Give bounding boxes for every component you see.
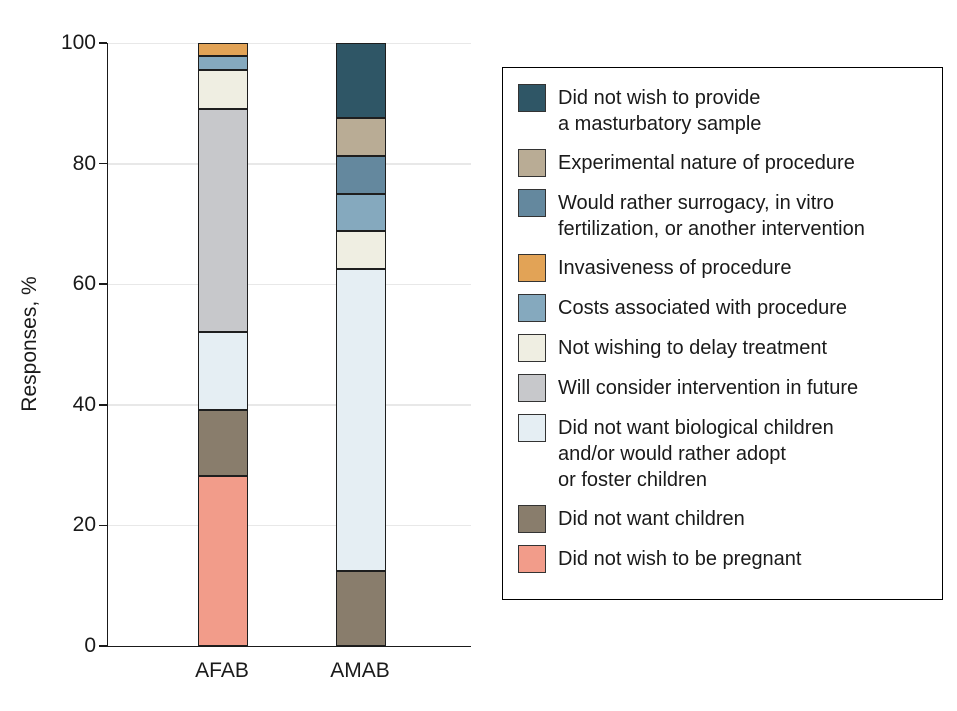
plot-area <box>107 42 471 647</box>
bar-segment <box>336 570 386 646</box>
bar-segment <box>198 56 248 70</box>
legend-swatch <box>518 505 546 533</box>
legend-item: Invasiveness of procedure <box>518 254 940 282</box>
legend-item: Did not wish to be pregnant <box>518 545 940 573</box>
legend-label: Invasiveness of procedure <box>558 257 792 279</box>
x-axis-category-label: AFAB <box>195 659 249 682</box>
legend-item: Experimental nature of procedure <box>518 149 940 177</box>
bar-segment <box>336 231 386 270</box>
bar-segment <box>198 108 248 332</box>
y-axis-tick <box>99 283 107 285</box>
y-axis-tick <box>99 404 107 406</box>
legend-swatch <box>518 84 546 112</box>
bar-segment <box>336 193 386 232</box>
legend-swatch <box>518 545 546 573</box>
legend-swatch <box>518 294 546 322</box>
legend-item: Would rather surrogacy, in vitro fertili… <box>518 189 940 242</box>
bar-segment <box>198 43 248 57</box>
x-axis-category-label: AMAB <box>330 659 390 682</box>
y-axis-tick-label: 60 <box>72 272 96 296</box>
legend-item: Did not want children <box>518 505 940 533</box>
legend-label: Costs associated with procedure <box>558 297 848 319</box>
bar-segment <box>198 69 248 109</box>
legend: Did not wish to provide a masturbatory s… <box>502 67 943 600</box>
legend-swatch <box>518 334 546 362</box>
gridline <box>108 404 471 406</box>
legend-swatch <box>518 189 546 217</box>
legend-swatch <box>518 374 546 402</box>
legend-label: Did not wish to be pregnant <box>558 548 802 570</box>
legend-label: Experimental nature of procedure <box>558 152 855 174</box>
legend-label: Did not want biological children and/or … <box>558 417 834 491</box>
gridline <box>108 283 471 286</box>
legend-item: Not wishing to delay treatment <box>518 334 940 362</box>
legend-swatch <box>518 414 546 442</box>
bar-segment <box>198 475 248 646</box>
legend-label: Did not want children <box>558 508 745 530</box>
y-axis-tick-label: 20 <box>72 513 96 537</box>
bar-segment <box>336 43 386 119</box>
gridline <box>108 524 471 527</box>
legend-item: Will consider intervention in future <box>518 374 940 402</box>
legend-swatch <box>518 149 546 177</box>
bar-segment <box>336 156 386 194</box>
y-axis-tick <box>99 42 107 44</box>
bar-segment <box>336 118 386 157</box>
gridline <box>108 163 471 165</box>
bar-segment <box>198 409 248 476</box>
legend-item: Did not wish to provide a masturbatory s… <box>518 84 940 137</box>
gridline <box>108 42 471 44</box>
legend-item: Costs associated with procedure <box>518 294 940 322</box>
legend-swatch <box>518 254 546 282</box>
y-axis-tick-label: 0 <box>84 634 96 657</box>
legend-label: Will consider intervention in future <box>558 377 859 399</box>
bar-segment <box>198 331 248 410</box>
y-axis-tick-label: 80 <box>72 151 96 175</box>
y-axis-tick <box>99 162 107 165</box>
legend-label: Not wishing to delay treatment <box>558 337 828 359</box>
y-axis-tick <box>99 645 107 647</box>
legend-label: Would rather surrogacy, in vitro fertili… <box>558 192 865 240</box>
legend-label: Did not wish to provide a masturbatory s… <box>558 87 762 135</box>
y-axis-tick <box>99 524 107 527</box>
y-axis-tick-label: 100 <box>60 31 96 54</box>
bar-segment <box>336 269 386 571</box>
legend-item: Did not want biological children and/or … <box>518 414 940 493</box>
y-axis-tick-label: 40 <box>72 392 96 416</box>
